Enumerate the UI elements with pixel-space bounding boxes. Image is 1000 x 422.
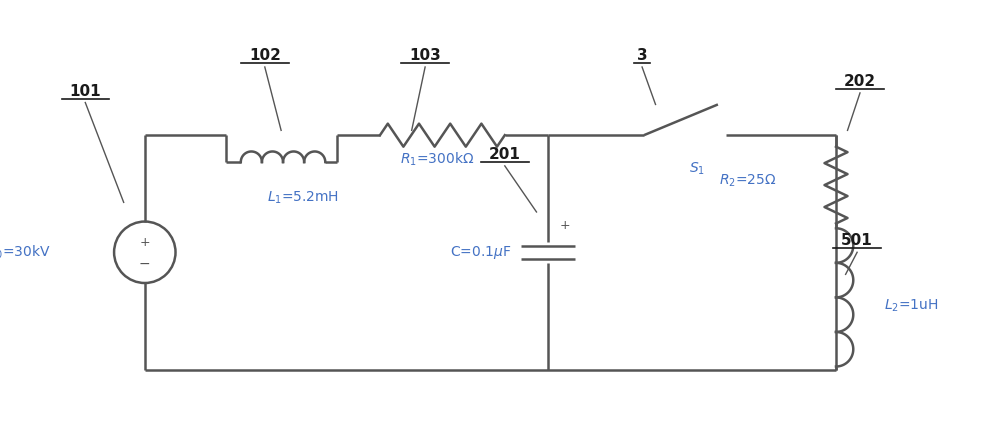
Text: $E_0$=30kV: $E_0$=30kV [0,243,51,261]
Text: −: − [139,257,151,271]
Text: 102: 102 [249,48,281,63]
Text: C=0.1$\mu$F: C=0.1$\mu$F [450,244,512,261]
Text: 202: 202 [844,74,876,89]
Text: 201: 201 [489,147,521,162]
Text: 101: 101 [69,84,101,99]
Text: 501: 501 [841,233,873,249]
Text: +: + [139,236,150,249]
Text: $S_1$: $S_1$ [689,160,705,177]
Text: $R_2$=25$\Omega$: $R_2$=25$\Omega$ [719,173,776,189]
Text: $L_2$=1uH: $L_2$=1uH [884,298,939,314]
Text: $L_1$=5.2mH: $L_1$=5.2mH [267,190,339,206]
Text: 3: 3 [637,48,647,63]
Text: 103: 103 [409,48,441,63]
Text: $R_1$=300k$\Omega$: $R_1$=300k$\Omega$ [400,151,475,168]
Text: +: + [560,219,571,232]
